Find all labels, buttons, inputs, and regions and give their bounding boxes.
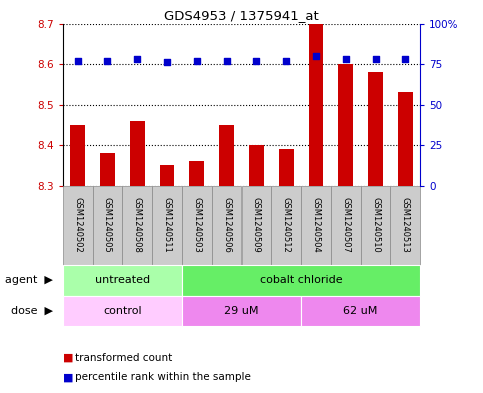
Bar: [301, 296, 420, 326]
Point: [193, 58, 201, 64]
Bar: [212, 185, 242, 265]
Bar: [182, 185, 212, 265]
Bar: [219, 125, 234, 185]
Text: GSM1240511: GSM1240511: [163, 197, 171, 253]
Text: GSM1240507: GSM1240507: [341, 197, 350, 253]
Point: [282, 58, 290, 64]
Bar: [63, 185, 93, 265]
Text: GSM1240503: GSM1240503: [192, 197, 201, 253]
Bar: [331, 185, 361, 265]
Bar: [93, 185, 122, 265]
Bar: [63, 265, 182, 296]
Bar: [159, 165, 174, 185]
Text: GSM1240506: GSM1240506: [222, 197, 231, 253]
Bar: [100, 153, 115, 185]
Text: GSM1240509: GSM1240509: [252, 197, 261, 253]
Text: agent  ▶: agent ▶: [5, 275, 53, 285]
Bar: [271, 185, 301, 265]
Text: 29 uM: 29 uM: [224, 306, 259, 316]
Text: dose  ▶: dose ▶: [11, 306, 53, 316]
Text: ■: ■: [63, 372, 73, 382]
Text: cobalt chloride: cobalt chloride: [260, 275, 342, 285]
Bar: [189, 162, 204, 185]
Point: [163, 59, 171, 66]
Point: [133, 56, 141, 62]
Point: [74, 58, 82, 64]
Bar: [130, 121, 145, 185]
Text: GSM1240510: GSM1240510: [371, 197, 380, 253]
Text: control: control: [103, 306, 142, 316]
Title: GDS4953 / 1375941_at: GDS4953 / 1375941_at: [164, 9, 319, 22]
Point: [401, 56, 409, 62]
Bar: [122, 185, 152, 265]
Point: [372, 56, 380, 62]
Point: [253, 58, 260, 64]
Point: [223, 58, 230, 64]
Bar: [390, 185, 420, 265]
Bar: [152, 185, 182, 265]
Text: GSM1240508: GSM1240508: [133, 197, 142, 253]
Text: transformed count: transformed count: [75, 353, 172, 363]
Bar: [242, 185, 271, 265]
Bar: [361, 185, 390, 265]
Bar: [182, 296, 301, 326]
Text: GSM1240504: GSM1240504: [312, 197, 320, 253]
Text: GSM1240505: GSM1240505: [103, 197, 112, 253]
Bar: [279, 149, 294, 185]
Text: percentile rank within the sample: percentile rank within the sample: [75, 372, 251, 382]
Point: [312, 53, 320, 59]
Bar: [249, 145, 264, 185]
Bar: [301, 185, 331, 265]
Point: [104, 58, 112, 64]
Bar: [398, 92, 413, 185]
Text: 62 uM: 62 uM: [343, 306, 378, 316]
Bar: [63, 296, 182, 326]
Text: untreated: untreated: [95, 275, 150, 285]
Bar: [70, 125, 85, 185]
Bar: [309, 24, 324, 185]
Bar: [338, 64, 353, 185]
Bar: [368, 72, 383, 185]
Bar: [182, 265, 420, 296]
Point: [342, 56, 350, 62]
Text: GSM1240502: GSM1240502: [73, 197, 82, 253]
Text: ■: ■: [63, 353, 73, 363]
Text: GSM1240513: GSM1240513: [401, 197, 410, 253]
Text: GSM1240512: GSM1240512: [282, 197, 291, 253]
